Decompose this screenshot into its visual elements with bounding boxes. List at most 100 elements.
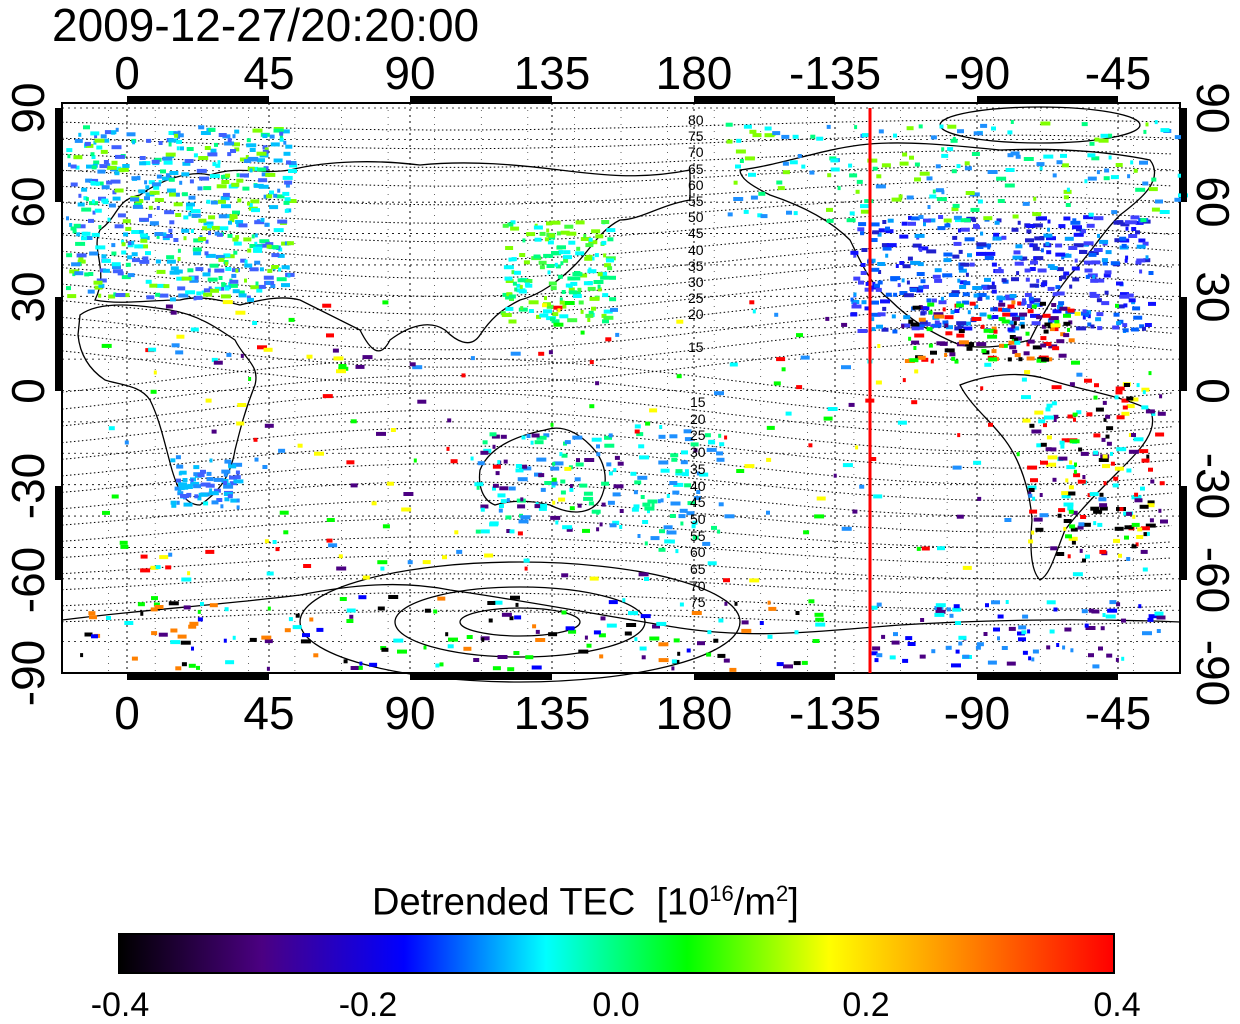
tec-point — [741, 620, 749, 625]
tec-point — [273, 193, 278, 198]
tec-point — [1088, 608, 1094, 613]
tec-point — [156, 174, 162, 179]
tec-point — [156, 234, 160, 239]
tec-point — [66, 286, 71, 291]
tec-point — [613, 484, 624, 489]
tec-point — [736, 469, 745, 473]
tec-point — [107, 217, 111, 222]
tec-point — [1122, 405, 1128, 410]
tec-point — [401, 507, 412, 512]
tec-point — [850, 297, 854, 302]
contour-line — [61, 358, 1173, 402]
tec-point — [237, 198, 242, 203]
tec-point — [992, 236, 996, 241]
tec-point — [509, 529, 515, 534]
tec-point — [906, 195, 914, 200]
tec-point — [1126, 404, 1135, 409]
tec-point — [1009, 335, 1016, 339]
tec-point — [346, 460, 355, 465]
tec-point — [493, 600, 503, 605]
tec-point — [871, 651, 878, 656]
tec-point — [860, 271, 867, 275]
tec-point — [875, 184, 886, 189]
tec-point — [580, 273, 588, 278]
tec-point — [544, 296, 547, 301]
tec-point — [998, 302, 1006, 307]
tec-point — [666, 530, 677, 535]
tec-point — [1032, 496, 1036, 501]
tec-point — [693, 448, 698, 453]
tec-point — [858, 222, 867, 227]
tec-point — [1028, 488, 1035, 492]
tec-point — [124, 621, 134, 625]
tec-point — [155, 292, 161, 297]
tec-point — [947, 147, 954, 152]
tec-point — [928, 218, 936, 223]
tec-point — [644, 577, 649, 581]
tec-point — [568, 629, 577, 634]
tec-point — [670, 453, 679, 458]
tec-point — [918, 285, 924, 290]
tec-point — [249, 637, 257, 642]
tec-point — [933, 312, 944, 317]
tec-point — [575, 462, 584, 467]
tec-point — [139, 259, 150, 264]
tec-point — [205, 549, 215, 554]
tec-point — [1159, 210, 1170, 214]
tec-point — [998, 317, 1006, 322]
tec-point — [520, 497, 524, 502]
tec-point — [604, 435, 612, 440]
tec-point — [910, 288, 917, 292]
tec-point — [953, 215, 962, 220]
tec-point — [216, 498, 223, 502]
tec-point — [1128, 298, 1136, 303]
tec-point — [189, 621, 199, 626]
tec-point — [358, 595, 367, 600]
tec-point — [251, 208, 260, 213]
tec-point — [913, 346, 917, 350]
tec-point — [515, 602, 519, 607]
tec-point — [1115, 390, 1123, 395]
tec-point — [539, 265, 545, 270]
tec-point — [149, 190, 160, 195]
tec-point — [88, 272, 94, 276]
tec-point — [207, 224, 214, 229]
tec-point — [227, 152, 232, 157]
tec-point — [1098, 646, 1103, 651]
tec-point — [230, 498, 238, 503]
tec-point — [186, 147, 194, 151]
tec-point — [200, 482, 211, 487]
tec-point — [572, 435, 583, 440]
tec-point — [955, 621, 961, 625]
tec-point — [1071, 540, 1076, 545]
tec-point — [475, 529, 481, 534]
tec-point — [593, 280, 604, 284]
tec-point — [881, 243, 889, 248]
tec-point — [1089, 293, 1100, 298]
tec-point — [877, 344, 881, 348]
tec-point — [283, 530, 289, 535]
tec-point — [1116, 415, 1125, 420]
tec-point — [1142, 326, 1146, 331]
tec-point — [923, 218, 931, 223]
tec-point — [1032, 243, 1038, 248]
tec-point — [338, 364, 347, 368]
tec-point — [980, 231, 984, 236]
tec-point — [84, 141, 91, 146]
tec-point — [1009, 294, 1017, 298]
tec-point — [1011, 324, 1016, 329]
tec-point — [875, 287, 882, 292]
tec-point — [263, 275, 274, 280]
tec-point — [1115, 657, 1119, 662]
tec-point — [550, 220, 561, 225]
tec-point — [232, 289, 240, 294]
tec-point — [266, 571, 274, 576]
tec-point — [1016, 271, 1020, 276]
tec-point — [540, 503, 548, 508]
tec-point — [229, 218, 235, 223]
tec-point — [1035, 527, 1044, 532]
tec-point — [1047, 227, 1050, 232]
tec-point — [177, 491, 184, 496]
tec-point — [593, 630, 601, 635]
tec-point — [858, 280, 864, 285]
